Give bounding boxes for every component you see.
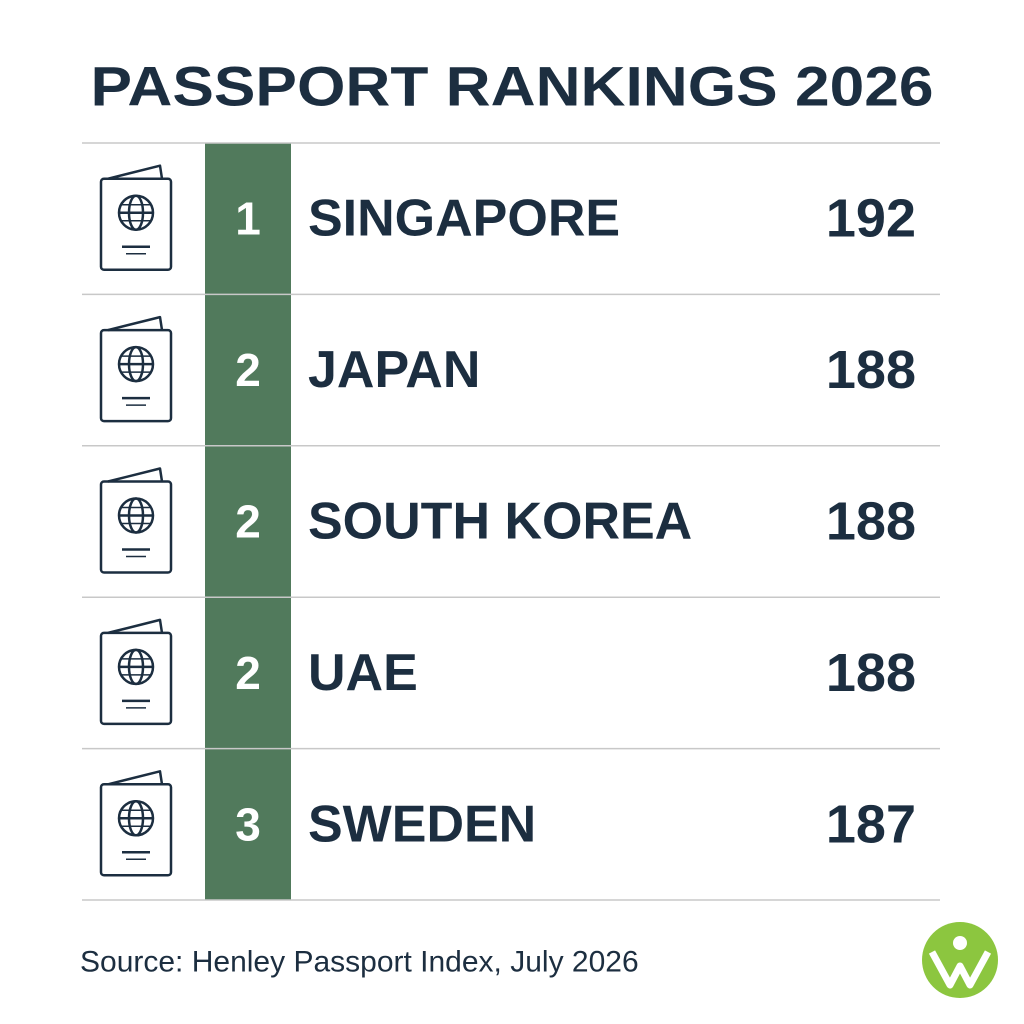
icon-cover — [99, 631, 173, 726]
passport-icon — [99, 164, 173, 271]
passport-icon — [99, 618, 173, 726]
title: PASSPORT RANKINGS 2026 — [91, 55, 934, 118]
passport-icon — [99, 315, 173, 423]
icon-cover — [99, 480, 173, 574]
score: 188 — [826, 492, 916, 552]
icon-cover — [99, 328, 173, 423]
icon-back-cover — [107, 770, 164, 786]
passport-icon — [99, 467, 173, 574]
score: 187 — [826, 794, 916, 854]
icon-back-cover — [107, 164, 164, 180]
rank: 2 — [235, 344, 261, 396]
passport-icon — [99, 770, 173, 877]
country: UAE — [308, 644, 418, 702]
logo-figure — [928, 950, 992, 989]
rank: 2 — [235, 647, 261, 699]
country: JAPAN — [308, 341, 480, 399]
rank-column — [205, 143, 291, 900]
country: SINGAPORE — [308, 190, 620, 248]
table: 1 SINGAPORE 192 2 JAPAN 188 2 SOUTH KOREA 188 2 UA… — [82, 142, 940, 901]
icon-cover — [99, 783, 173, 877]
score: 188 — [826, 643, 916, 703]
rank: 2 — [235, 496, 261, 548]
icon-back-cover — [107, 315, 164, 332]
icon-back-cover — [107, 467, 164, 483]
rank: 3 — [235, 798, 261, 850]
rank: 1 — [235, 193, 261, 245]
icon-cover — [99, 177, 173, 271]
country: SWEDEN — [308, 795, 536, 853]
logo-head — [953, 936, 967, 950]
source: Source: Henley Passport Index, July 2026 — [80, 946, 639, 979]
score: 192 — [826, 189, 916, 249]
score: 188 — [826, 340, 916, 400]
country: SOUTH KOREA — [308, 493, 692, 551]
logo-circle — [922, 922, 998, 998]
logo — [922, 922, 998, 998]
icon-back-cover — [107, 618, 164, 635]
